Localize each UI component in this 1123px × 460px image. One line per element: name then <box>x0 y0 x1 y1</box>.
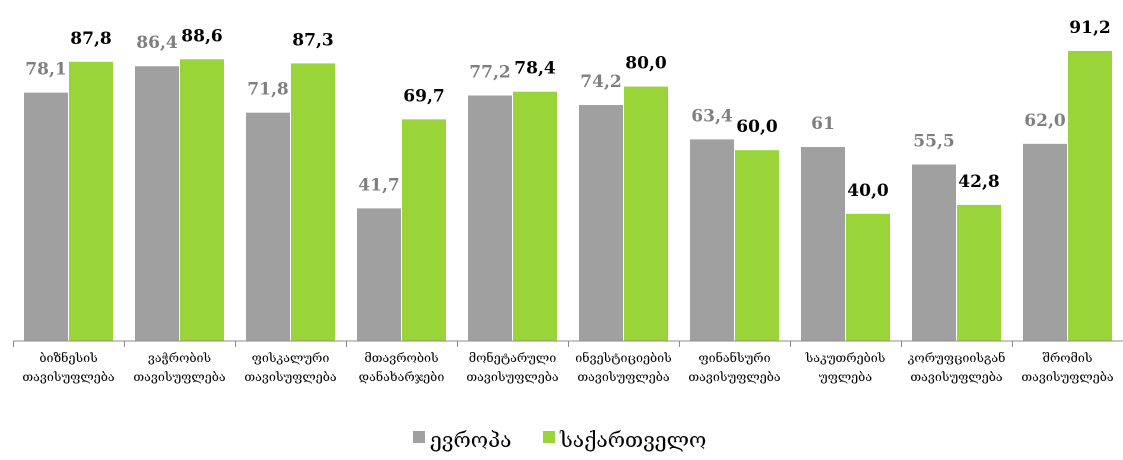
category-label: ინვესტიციების <box>575 350 671 365</box>
bar-series-1-cat-9 <box>912 165 956 341</box>
category-label: თავისუფლება <box>577 369 669 384</box>
legend-swatch-2 <box>543 431 555 443</box>
bar-series-2-cat-9 <box>957 205 1001 341</box>
category-label: შრომის <box>1043 350 1093 365</box>
bar-series-1-cat-6 <box>579 105 623 341</box>
value-label: 88,6 <box>181 26 222 46</box>
value-label: 74,2 <box>580 72 621 92</box>
category-labels: ბიზნესის თავისუფლება ვაჭრობის თავისუფლება ფი… <box>22 350 1113 384</box>
category-label: მთავრობის <box>364 350 438 365</box>
bar-series-2-cat-3 <box>291 63 335 341</box>
value-label: 77,2 <box>469 63 510 83</box>
value-label: 87,3 <box>292 30 333 50</box>
value-label: 62,0 <box>1024 111 1066 131</box>
value-label: 60,0 <box>736 117 778 137</box>
bar-series-2-cat-2 <box>180 59 224 341</box>
bar-series-1-cat-10 <box>1023 144 1067 341</box>
bar-series-2-cat-8 <box>846 214 890 341</box>
category-label: ფისკალური <box>252 350 330 365</box>
value-label: 71,8 <box>247 80 288 100</box>
value-label: 61 <box>811 114 835 134</box>
legend-label-2: საქართველო <box>559 428 706 452</box>
bar-series-1-cat-7 <box>690 139 734 341</box>
value-label: 86,4 <box>136 33 178 53</box>
value-label: 91,2 <box>1069 18 1110 38</box>
bar-series-1-cat-5 <box>468 96 512 341</box>
value-label: 78,4 <box>514 59 556 79</box>
bar-series-2-cat-4 <box>402 119 446 341</box>
category-label: თავისუფლება <box>910 369 1002 384</box>
legend: ევროპა საქართველო <box>413 428 706 452</box>
value-label: 41,7 <box>358 175 399 195</box>
value-label: 40,0 <box>847 181 889 201</box>
category-label: საკუთრების <box>805 350 886 365</box>
bar-series-1-cat-2 <box>135 66 179 341</box>
category-label: თავისუფლება <box>133 369 225 384</box>
bar-series-2-cat-5 <box>513 92 557 341</box>
category-label: თავისუფლება <box>688 369 780 384</box>
category-label: დანახარჯები <box>359 369 445 384</box>
legend-label-1: ევროპა <box>430 428 511 452</box>
category-label: ბიზნესის <box>39 350 97 365</box>
bar-series-2-cat-7 <box>735 150 779 341</box>
category-label: თავისუფლება <box>244 369 336 384</box>
bar-series-2-cat-1 <box>69 62 113 341</box>
category-label: თავისუფლება <box>1021 369 1113 384</box>
category-label: მონეტარული <box>469 350 556 365</box>
value-label: 63,4 <box>691 106 733 126</box>
value-label: 42,8 <box>958 172 999 192</box>
legend-swatch-1 <box>413 431 425 443</box>
bar-series-1-cat-3 <box>246 113 290 341</box>
value-label: 69,7 <box>403 86 444 106</box>
category-label: თავისუფლება <box>466 369 558 384</box>
bar-series-1-cat-1 <box>24 93 68 341</box>
x-axis-ticks <box>14 341 1123 347</box>
value-label: 80,0 <box>625 54 667 74</box>
bar-series-1-cat-8 <box>801 147 845 341</box>
category-label: კორუფციისგან <box>908 350 1006 365</box>
bar-series-2-cat-6 <box>624 87 668 341</box>
category-label: ფინანსური <box>698 350 770 365</box>
value-label: 78,1 <box>25 60 66 80</box>
category-label: ვაჭრობის <box>148 350 211 365</box>
category-label: თავისუფლება <box>22 369 114 384</box>
category-label: უფლება <box>819 369 872 384</box>
value-label: 55,5 <box>913 132 954 152</box>
bar-series-1-cat-4 <box>357 208 401 341</box>
bars-layer <box>24 51 1112 341</box>
value-label: 87,8 <box>70 29 111 49</box>
bar-series-2-cat-10 <box>1068 51 1112 341</box>
